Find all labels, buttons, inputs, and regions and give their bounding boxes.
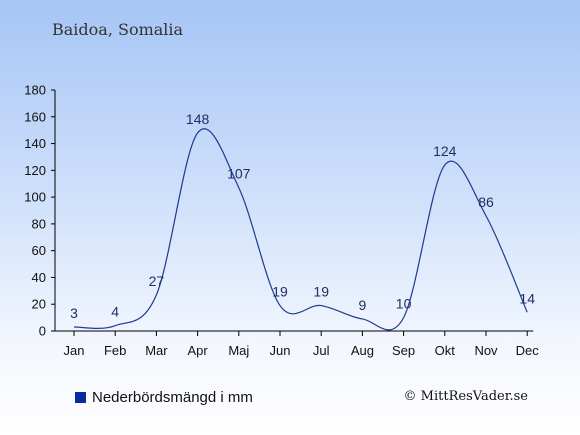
y-tick-label: 160 — [24, 109, 46, 124]
copyright-credit: © MittResVader.se — [403, 389, 528, 404]
y-tick-label: 60 — [32, 243, 46, 258]
legend-swatch — [75, 392, 86, 403]
y-tick-label: 80 — [32, 216, 46, 231]
y-tick-label: 100 — [24, 190, 46, 205]
data-label: 124 — [433, 143, 457, 159]
x-tick-label: Nov — [474, 343, 498, 358]
y-tick-label: 40 — [32, 270, 46, 285]
data-label: 9 — [359, 297, 367, 313]
x-tick-label: Sep — [392, 343, 415, 358]
legend-label: Nederbördsmängd i mm — [92, 389, 253, 406]
x-tick-label: Aug — [351, 343, 374, 358]
chart-title: Baidoa, Somalia — [52, 20, 184, 39]
data-label: 4 — [111, 304, 119, 320]
legend: Nederbördsmängd i mm — [75, 389, 253, 406]
x-tick-label: Dec — [516, 343, 540, 358]
y-tick-label: 0 — [39, 324, 46, 339]
data-label: 19 — [272, 284, 288, 300]
data-label: 86 — [478, 194, 494, 210]
data-label: 3 — [70, 305, 78, 321]
data-label: 19 — [313, 284, 329, 300]
data-label: 107 — [227, 166, 251, 182]
precipitation-line — [73, 128, 528, 331]
x-tick-label: Mar — [145, 343, 168, 358]
y-tick-label: 140 — [24, 136, 46, 151]
y-tick-label: 180 — [24, 83, 46, 98]
data-label: 27 — [149, 273, 165, 289]
x-tick-label: Maj — [228, 343, 249, 358]
x-tick-label: Jul — [313, 343, 330, 358]
y-tick-label: 120 — [24, 163, 46, 178]
x-tick-label: Feb — [104, 343, 126, 358]
x-tick-label: Apr — [187, 343, 208, 358]
data-label: 14 — [519, 290, 535, 306]
x-tick-label: Jun — [270, 343, 291, 358]
data-label: 10 — [396, 296, 412, 312]
data-label: 148 — [186, 111, 210, 127]
x-tick-label: Jan — [64, 343, 85, 358]
x-tick-label: Okt — [435, 343, 456, 358]
y-tick-label: 20 — [32, 297, 46, 312]
